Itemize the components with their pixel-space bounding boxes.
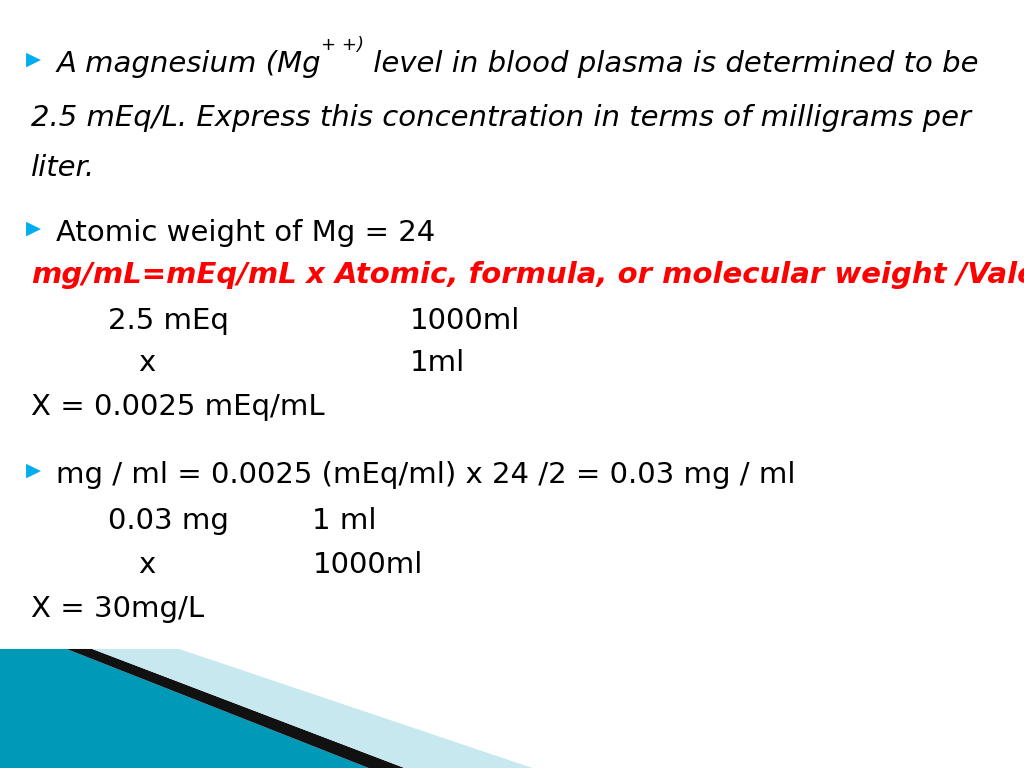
Text: level in blood plasma is determined to be: level in blood plasma is determined to b… [364,50,979,78]
Text: + +): + +) [321,36,364,54]
Text: 2.5 mEq/L. Express this concentration in terms of milligrams per: 2.5 mEq/L. Express this concentration in… [31,104,971,131]
Text: 1000ml: 1000ml [312,551,423,578]
Text: 1000ml: 1000ml [410,307,520,335]
Text: mg / ml = 0.0025 (mEq/ml) x 24 /2 = 0.03 mg / ml: mg / ml = 0.0025 (mEq/ml) x 24 /2 = 0.03… [56,461,796,488]
Text: 1 ml: 1 ml [312,507,377,535]
Text: ▶: ▶ [26,50,41,69]
Text: 1ml: 1ml [410,349,465,377]
Polygon shape [0,649,369,768]
Text: ▶: ▶ [26,461,41,480]
Text: liter.: liter. [31,154,95,181]
Polygon shape [0,649,404,768]
Text: 2.5 mEq: 2.5 mEq [108,307,228,335]
Text: Atomic weight of Mg = 24: Atomic weight of Mg = 24 [56,219,435,247]
Text: X = 30mg/L: X = 30mg/L [31,595,204,623]
Text: mg/mL=mEq/mL: mg/mL=mEq/mL [31,261,297,289]
Text: X = 0.0025 mEq/mL: X = 0.0025 mEq/mL [31,393,325,421]
Text: A magnesium (Mg: A magnesium (Mg [56,50,321,78]
Text: x Atomic, formula, or molecular weight /Valence: x Atomic, formula, or molecular weight /… [297,261,1024,289]
Text: 0.03 mg: 0.03 mg [108,507,228,535]
Text: x: x [138,349,156,377]
Text: ▶: ▶ [26,219,41,238]
Text: x: x [138,551,156,578]
Polygon shape [0,649,532,768]
